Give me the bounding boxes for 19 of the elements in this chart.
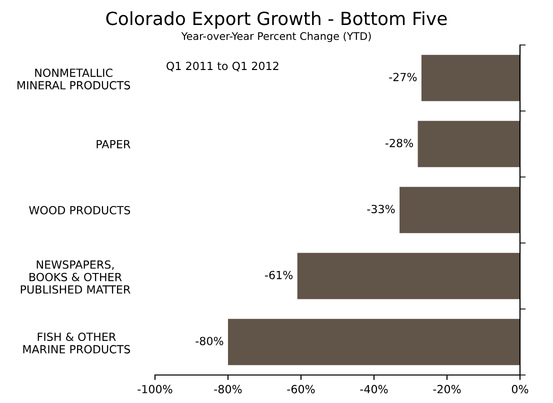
data-label: -27% — [389, 72, 417, 82]
y-tick-label: WOOD PRODUCTS — [29, 206, 130, 214]
x-tick-label: 0% — [512, 384, 528, 394]
y-tick-label: FISH & OTHER MARINE PRODUCTS — [23, 332, 130, 354]
y-tick-label: NONMETALLIC MINERAL PRODUCTS — [18, 68, 130, 90]
data-label: -33% — [367, 204, 395, 214]
data-label: -80% — [196, 336, 224, 346]
annotation: Q1 2011 to Q1 2012 — [166, 62, 278, 72]
data-label: -61% — [265, 270, 293, 280]
x-tick-label: -60% — [287, 384, 315, 394]
x-tick-label: -20% — [433, 384, 461, 394]
data-label: -28% — [385, 138, 414, 148]
x-tick-label: -80% — [214, 384, 242, 394]
x-tick-label: -100% — [138, 384, 172, 394]
x-tick-label: -40% — [360, 384, 388, 394]
chart-title: Colorado Export Growth - Bottom Five — [106, 11, 447, 29]
chart-subtitle: Year-over-Year Percent Change (YTD) — [181, 32, 371, 42]
y-tick-label: PAPER — [96, 140, 130, 148]
y-tick-label: NEWSPAPERS, BOOKS & OTHER PUBLISHED MATTER — [20, 260, 130, 294]
